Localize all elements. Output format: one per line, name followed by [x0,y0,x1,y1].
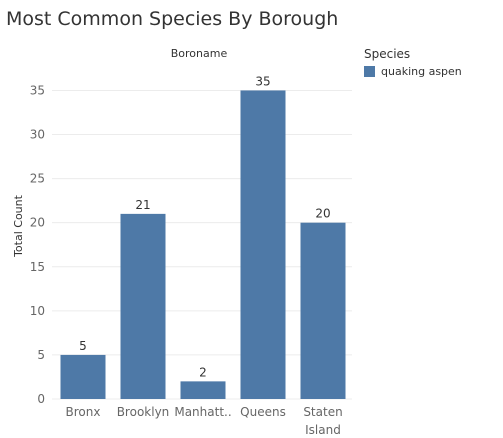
data-label: 21 [135,198,150,212]
x-axis-ticks: Bronx Brooklyn Manhatt.. Queens Staten Island [66,405,343,437]
column-header: Boroname [171,47,228,60]
y-axis-title: Total Count [12,194,25,258]
y-tick-label: 30 [30,128,45,142]
legend-item[interactable]: quaking aspen [364,65,462,78]
y-tick-label: 10 [30,304,45,318]
y-tick-label: 25 [30,172,45,186]
legend: Species quaking aspen [364,47,462,78]
legend-swatch [364,66,375,77]
data-label: 20 [315,207,330,221]
legend-label: quaking aspen [381,65,462,78]
bar[interactable] [120,213,166,399]
bar[interactable] [300,222,346,399]
chart-title: Most Common Species By Borough [6,8,339,30]
y-tick-label: 35 [30,83,45,97]
y-tick-label: 15 [30,260,45,274]
x-tick-label: Queens [240,405,286,419]
bar[interactable] [180,381,226,399]
legend-title: Species [364,47,411,61]
bar[interactable] [240,90,286,400]
x-tick-label: Staten Island [303,405,342,437]
x-tick-label: Bronx [66,405,101,419]
data-label: 2 [199,365,207,379]
x-tick-label: Brooklyn [117,405,170,419]
data-label: 5 [79,339,87,353]
bar[interactable] [60,354,106,399]
bars [60,90,346,400]
x-tick-label: Manhatt.. [174,405,231,419]
y-tick-label: 20 [30,216,45,230]
y-tick-label: 5 [37,348,45,362]
data-label: 35 [255,74,270,88]
y-axis-ticks: 0 5 10 15 20 25 30 35 [30,83,45,406]
data-labels: 5 21 2 35 20 [79,74,330,379]
y-tick-label: 0 [37,392,45,406]
